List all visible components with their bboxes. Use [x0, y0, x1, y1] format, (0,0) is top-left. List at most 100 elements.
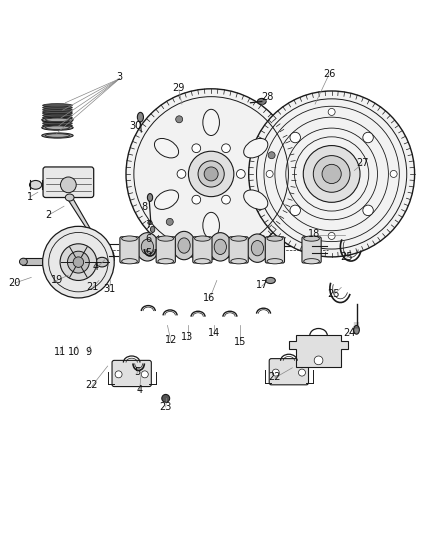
Ellipse shape	[42, 108, 72, 111]
Text: 31: 31	[103, 284, 115, 294]
Ellipse shape	[42, 126, 72, 130]
Ellipse shape	[141, 239, 153, 254]
Text: 16: 16	[203, 293, 215, 303]
Ellipse shape	[304, 259, 319, 264]
Ellipse shape	[42, 111, 72, 115]
Ellipse shape	[178, 238, 190, 253]
Circle shape	[249, 91, 415, 257]
Circle shape	[42, 227, 114, 298]
Circle shape	[73, 257, 84, 268]
Text: 4: 4	[93, 262, 99, 272]
Circle shape	[363, 205, 373, 216]
Text: 23: 23	[159, 402, 172, 412]
Circle shape	[322, 164, 341, 183]
Ellipse shape	[42, 118, 72, 122]
Circle shape	[268, 152, 275, 159]
Ellipse shape	[150, 227, 155, 232]
Text: 20: 20	[8, 278, 21, 288]
Circle shape	[141, 371, 148, 378]
Ellipse shape	[42, 114, 72, 117]
Ellipse shape	[46, 118, 70, 122]
Ellipse shape	[148, 221, 152, 224]
FancyBboxPatch shape	[120, 237, 139, 263]
Text: 3: 3	[117, 72, 123, 82]
Circle shape	[126, 89, 296, 259]
Circle shape	[313, 156, 350, 192]
Ellipse shape	[354, 326, 359, 334]
Ellipse shape	[19, 258, 27, 265]
Ellipse shape	[42, 124, 72, 127]
FancyBboxPatch shape	[269, 359, 308, 385]
Ellipse shape	[244, 190, 268, 209]
Circle shape	[222, 195, 230, 204]
FancyBboxPatch shape	[112, 360, 151, 386]
Circle shape	[177, 169, 186, 179]
Ellipse shape	[158, 259, 173, 264]
Ellipse shape	[42, 116, 72, 119]
Text: 6: 6	[145, 235, 152, 245]
Circle shape	[290, 205, 300, 216]
Text: 21: 21	[86, 282, 99, 293]
Text: 25: 25	[340, 252, 353, 262]
Text: 28: 28	[262, 92, 274, 102]
Circle shape	[303, 146, 360, 203]
Ellipse shape	[42, 106, 72, 109]
Ellipse shape	[231, 259, 247, 264]
Ellipse shape	[122, 259, 138, 264]
Ellipse shape	[29, 181, 42, 189]
Text: 25: 25	[327, 288, 339, 298]
Ellipse shape	[155, 190, 179, 209]
Circle shape	[222, 144, 230, 152]
FancyBboxPatch shape	[302, 237, 321, 263]
Text: 5: 5	[145, 248, 152, 259]
Text: 27: 27	[356, 158, 368, 167]
Ellipse shape	[231, 236, 247, 241]
FancyBboxPatch shape	[152, 220, 340, 246]
Text: 24: 24	[343, 328, 355, 338]
Text: 5: 5	[134, 367, 140, 377]
Ellipse shape	[42, 133, 73, 138]
FancyBboxPatch shape	[156, 237, 175, 263]
Ellipse shape	[203, 109, 219, 135]
Ellipse shape	[246, 234, 269, 262]
Ellipse shape	[194, 236, 210, 241]
Circle shape	[363, 132, 373, 143]
Circle shape	[298, 369, 305, 376]
Polygon shape	[67, 197, 108, 253]
Ellipse shape	[136, 233, 159, 261]
Polygon shape	[152, 220, 340, 246]
Polygon shape	[289, 335, 348, 367]
Ellipse shape	[251, 240, 264, 256]
FancyBboxPatch shape	[265, 237, 285, 263]
Ellipse shape	[155, 139, 179, 158]
Text: 13: 13	[181, 332, 194, 342]
Circle shape	[192, 195, 201, 204]
Text: 14: 14	[208, 328, 220, 338]
Text: 4: 4	[137, 385, 143, 394]
Ellipse shape	[148, 193, 152, 201]
Ellipse shape	[304, 236, 319, 241]
Circle shape	[272, 369, 279, 376]
Ellipse shape	[214, 239, 226, 254]
Circle shape	[166, 219, 173, 225]
Text: 22: 22	[268, 372, 281, 382]
Circle shape	[67, 251, 89, 273]
Circle shape	[266, 171, 273, 177]
Text: 18: 18	[308, 229, 320, 239]
FancyBboxPatch shape	[43, 167, 94, 198]
Ellipse shape	[42, 122, 72, 125]
Ellipse shape	[244, 139, 268, 158]
Circle shape	[176, 116, 183, 123]
Text: 9: 9	[85, 346, 91, 357]
Text: 15: 15	[234, 337, 246, 346]
Circle shape	[162, 394, 170, 402]
Ellipse shape	[158, 236, 173, 241]
Ellipse shape	[97, 248, 114, 261]
Text: 11: 11	[54, 346, 66, 357]
Ellipse shape	[194, 259, 210, 264]
Text: 26: 26	[323, 69, 335, 78]
Circle shape	[237, 169, 245, 179]
Ellipse shape	[209, 233, 232, 261]
Text: 2: 2	[46, 210, 52, 220]
Circle shape	[328, 108, 335, 116]
